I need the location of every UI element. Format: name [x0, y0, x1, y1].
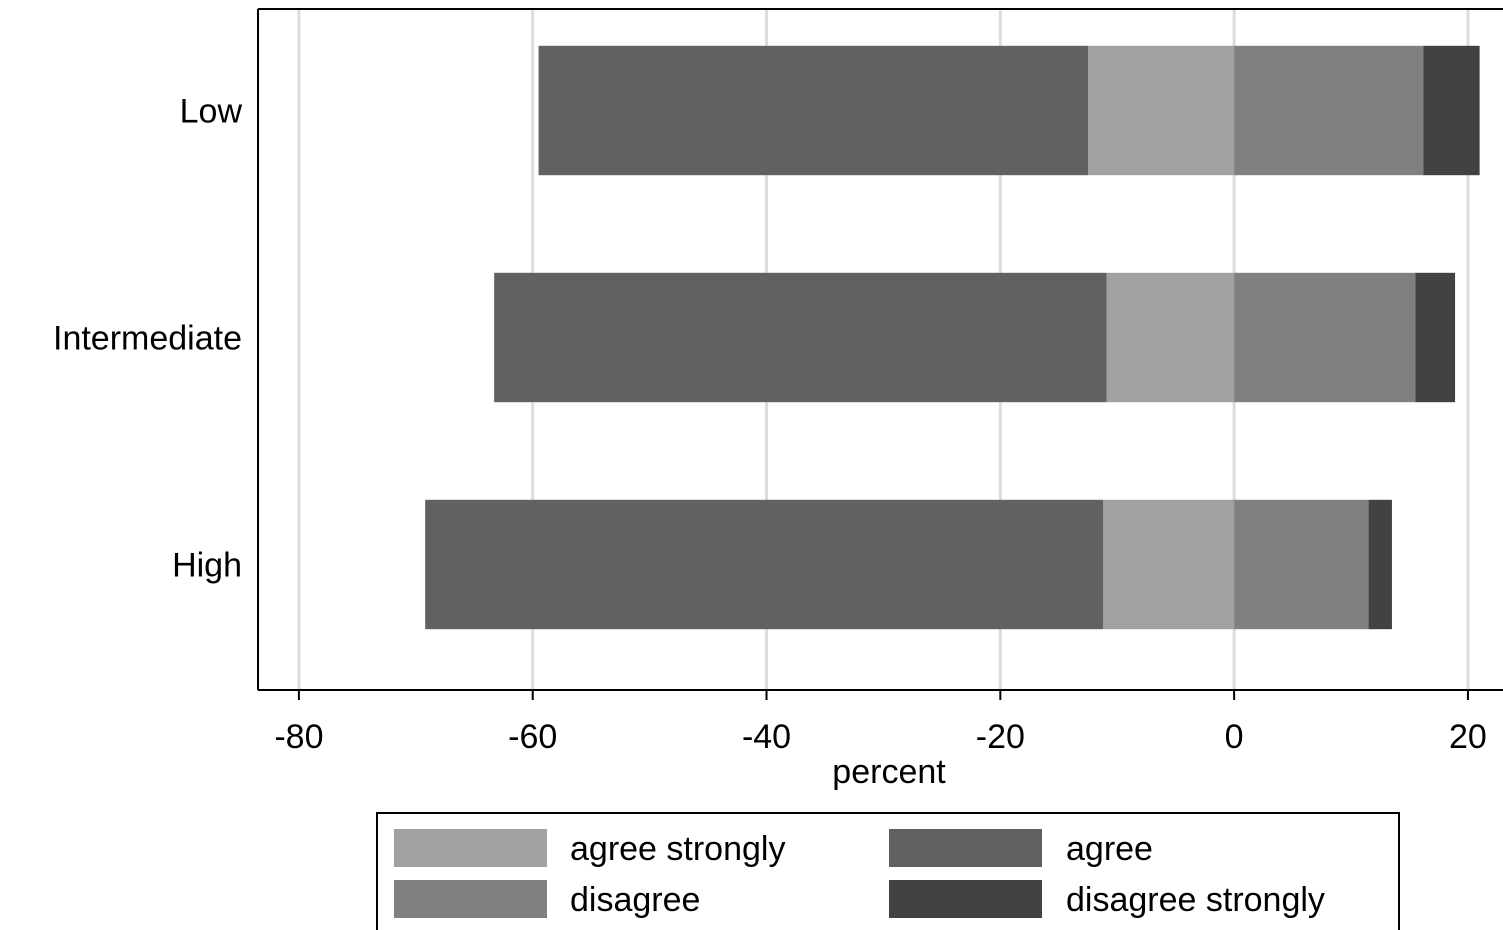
legend-swatch [889, 880, 1042, 918]
x-tick-label: -80 [274, 718, 323, 756]
legend-label: disagree strongly [1066, 881, 1325, 919]
bars [425, 45, 1480, 630]
bar-intermediate-disagree [1234, 272, 1416, 403]
legend-swatch [394, 880, 547, 918]
y-category-label: Intermediate [53, 320, 242, 358]
bar-intermediate-agree-strongly [1106, 272, 1235, 403]
legend-box [376, 812, 1400, 930]
bar-low-disagree [1234, 45, 1424, 176]
x-tick-label: 0 [1225, 718, 1244, 756]
x-axis-ticks: -80 -60 -40 -20 0 20 [274, 690, 1487, 756]
bar-high-agree [425, 499, 1104, 630]
x-tick-label: -60 [508, 718, 557, 756]
legend-label: agree strongly [570, 830, 785, 868]
bar-low-agree-strongly [1088, 45, 1235, 176]
legend-items: agree strongly agree disagree disagree stro… [394, 829, 1325, 919]
bar-high-disagree [1234, 499, 1369, 630]
bar-intermediate-agree [494, 272, 1107, 403]
x-axis-label: percent [832, 753, 946, 791]
legend-label: disagree [570, 881, 700, 919]
y-axis-category-labels: Low Intermediate High [53, 93, 242, 585]
x-tick-label: -40 [742, 718, 791, 756]
legend: agree strongly agree disagree disagree stro… [376, 812, 1400, 930]
bar-high-disagree-strongly [1368, 499, 1392, 630]
legend-label: agree [1066, 830, 1153, 868]
bar-high-agree-strongly [1103, 499, 1235, 630]
x-tick-label: -20 [976, 718, 1025, 756]
bar-low-agree [538, 45, 1088, 176]
x-tick-label: 20 [1449, 718, 1487, 756]
y-category-label: Low [180, 93, 243, 131]
legend-swatch [394, 829, 547, 867]
legend-swatch [889, 829, 1042, 867]
y-category-label: High [172, 547, 242, 585]
bar-low-disagree-strongly [1423, 45, 1480, 176]
bar-intermediate-disagree-strongly [1415, 272, 1456, 403]
